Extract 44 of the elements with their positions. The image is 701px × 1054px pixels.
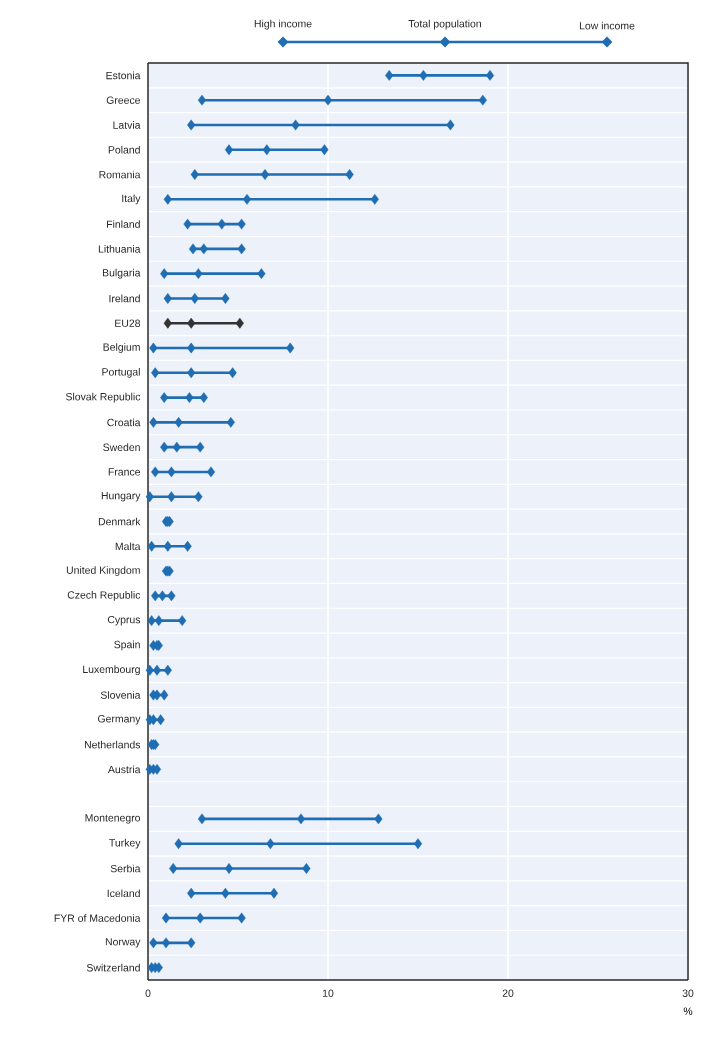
y-tick-label: Slovak Republic — [65, 392, 141, 403]
text: High income — [254, 19, 312, 30]
y-tick-label: Lithuania — [98, 245, 141, 253]
y-tick-label: Luxembourg — [83, 665, 140, 676]
y-tick-label: Norway — [105, 938, 141, 948]
x-axis-title: % — [683, 1007, 693, 1015]
text: Low income — [579, 21, 635, 30]
y-tick-label: Romania — [99, 170, 141, 179]
y-tick-label: Italy — [122, 194, 141, 205]
y-tick-label: Ireland — [109, 294, 140, 303]
y-tick-label: Turkey — [109, 838, 141, 849]
y-tick-label: Slovenia — [100, 691, 141, 699]
y-tick-label: Finland — [107, 220, 140, 228]
y-tick-label: Estonia — [106, 71, 141, 80]
x-tick-label: 0 — [145, 989, 151, 997]
y-tick-label: Serbia — [110, 864, 141, 873]
y-tick-label: Malta — [115, 542, 141, 551]
y-tick-label: Germany — [98, 715, 141, 725]
y-tick-label: Czech Republic — [67, 590, 141, 601]
y-tick-label: Spain — [114, 640, 140, 651]
y-tick-label: Cyprus — [107, 615, 141, 626]
y-tick-label: United Kingdom — [66, 566, 140, 576]
y-tick-label: Iceland — [107, 889, 140, 898]
y-tick-label: Denmark — [98, 517, 141, 526]
y-tick-label: Portugal — [102, 367, 140, 378]
y-tick-label: FYR of Macedonia — [54, 914, 141, 922]
x-tick-label: 30 — [682, 989, 694, 997]
y-tick-label: Switzerland — [86, 963, 140, 972]
y-tick-label: EU28 — [115, 319, 141, 327]
y-tick-label: France — [108, 468, 141, 476]
y-tick-label: Hungary — [101, 492, 141, 502]
y-tick-label: Belgium — [103, 343, 140, 353]
y-tick-label: Poland — [108, 145, 140, 154]
y-tick-label: Netherlands — [84, 740, 141, 749]
y-tick-label: Croatia — [107, 418, 141, 427]
x-tick-label: 10 — [322, 989, 334, 997]
y-tick-label: Sweden — [103, 443, 140, 451]
y-tick-label: Greece — [106, 96, 141, 104]
y-tick-label: Montenegro — [85, 814, 141, 824]
text: Total population — [408, 19, 481, 30]
y-tick-label: Bulgaria — [102, 268, 141, 279]
y-tick-label: Austria — [107, 765, 141, 774]
x-tick-label: 20 — [502, 989, 514, 997]
y-tick-label: Latvia — [113, 121, 141, 129]
